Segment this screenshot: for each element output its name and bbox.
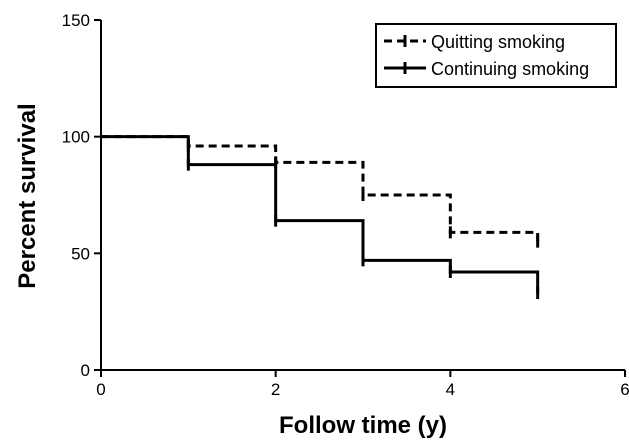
- y-axis-label: Percent survival: [14, 103, 41, 288]
- legend-quitting-label: Quitting smoking: [431, 32, 565, 52]
- x-tick-label: 2: [271, 380, 280, 399]
- x-tick-label: 0: [96, 380, 105, 399]
- y-tick-label: 0: [81, 361, 90, 380]
- legend-box: [375, 23, 617, 88]
- axes: 0 50 100 150 0 2 4 6: [62, 11, 629, 399]
- legend: Quitting smoking Continuing smoking: [375, 23, 617, 88]
- series-line-continuing-smoking: [101, 135, 540, 293]
- x-tick-label: 4: [446, 380, 455, 399]
- y-tick-label: 150: [62, 11, 90, 30]
- legend-continuing-label: Continuing smoking: [431, 59, 589, 79]
- y-tick-label: 100: [62, 128, 90, 147]
- series-layer: [101, 135, 540, 299]
- x-tick-label: 6: [620, 380, 629, 399]
- x-axis-label: Follow time (y): [279, 412, 447, 439]
- series-line-quitting-smoking: [101, 135, 540, 242]
- y-tick-label: 50: [71, 244, 90, 263]
